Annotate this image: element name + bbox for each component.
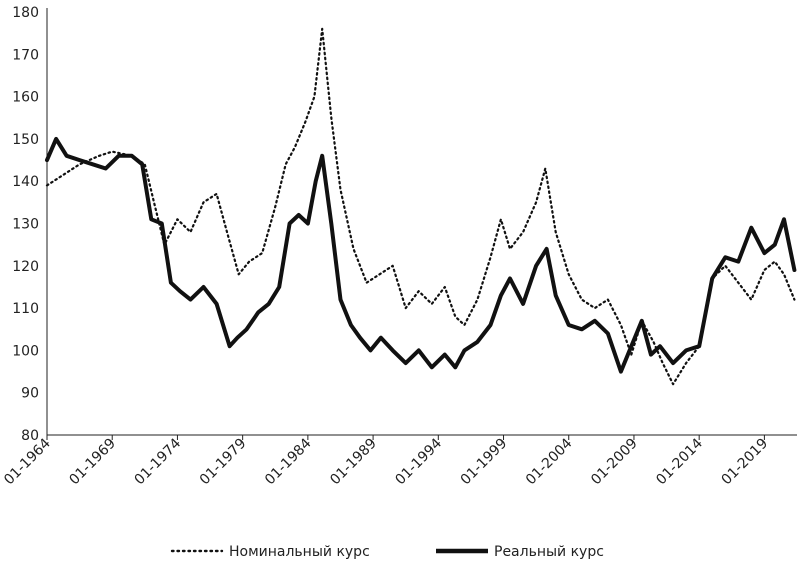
legend: Номинальный курс Реальный курс <box>170 544 604 560</box>
x-tick-label: 01-2004 <box>523 435 576 488</box>
x-tick-label: 01-2019 <box>719 436 772 489</box>
legend-label-nominal: Номинальный курс <box>229 544 370 560</box>
y-tick-label: 150 <box>12 132 39 148</box>
y-tick-label: 90 <box>21 386 39 402</box>
y-tick-label: 80 <box>21 428 39 444</box>
legend-label-real: Реальный курс <box>494 544 604 560</box>
y-tick-label: 180 <box>12 5 39 21</box>
x-tick-label: 01-1979 <box>197 436 250 489</box>
x-tick-label: 01-2009 <box>588 436 641 489</box>
x-tick-label: 01-1974 <box>132 435 185 488</box>
series-line-nominal <box>45 27 796 386</box>
x-axis: 01-1964 01-1969 01-1974 01-1979 01-1984 01-19… <box>1 434 797 489</box>
y-tick-label: 140 <box>12 174 39 190</box>
y-tick-label: 170 <box>12 47 39 63</box>
y-axis: 80 90 100 110 120 130 140 150 160 170 180 <box>12 5 48 444</box>
x-tick-label: 01-1999 <box>458 436 511 489</box>
series-line-real <box>45 136 797 374</box>
x-tick-label: 01-1994 <box>392 435 445 488</box>
y-tick-label: 120 <box>12 259 39 275</box>
y-tick-label: 130 <box>12 217 39 233</box>
y-tick-label: 160 <box>12 90 39 106</box>
y-tick-label: 100 <box>12 343 39 359</box>
y-tick-label: 110 <box>12 301 39 317</box>
x-tick-label: 01-1969 <box>66 436 119 489</box>
series-layer <box>45 27 797 386</box>
x-tick-label: 01-2014 <box>653 435 706 488</box>
x-tick-label: 01-1989 <box>327 436 380 489</box>
x-tick-label: 01-1984 <box>262 435 315 488</box>
